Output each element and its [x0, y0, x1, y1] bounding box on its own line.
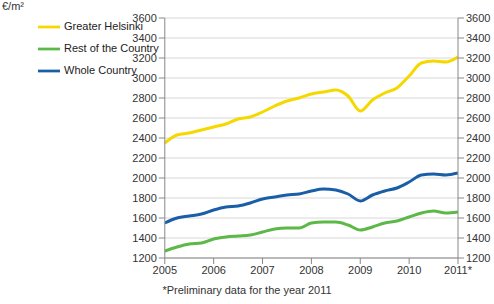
svg-text:2000: 2000 — [466, 172, 486, 184]
svg-text:2400: 2400 — [132, 132, 156, 144]
svg-text:2009: 2009 — [348, 264, 372, 276]
svg-text:2010: 2010 — [397, 264, 421, 276]
svg-text:2400: 2400 — [466, 132, 486, 144]
svg-text:3400: 3400 — [132, 32, 156, 44]
svg-text:1600: 1600 — [466, 212, 486, 224]
svg-text:3000: 3000 — [132, 72, 156, 84]
svg-text:3200: 3200 — [132, 52, 156, 64]
svg-text:1200: 1200 — [466, 252, 486, 264]
svg-text:2008: 2008 — [299, 264, 323, 276]
svg-text:2006: 2006 — [201, 264, 225, 276]
html-text:*Preliminary data for the year: *Preliminary data for the year 2011 — [162, 284, 332, 296]
svg-text:1200: 1200 — [132, 252, 156, 264]
html-text:Whole Country: Whole Country — [64, 63, 137, 76]
svg-text:1400: 1400 — [466, 232, 486, 244]
svg-text:2600: 2600 — [466, 112, 486, 124]
svg-text:1800: 1800 — [466, 192, 486, 204]
svg-text:1400: 1400 — [132, 232, 156, 244]
svg-text:2600: 2600 — [132, 112, 156, 124]
svg-text:2007: 2007 — [250, 264, 274, 276]
svg-text:2200: 2200 — [466, 152, 486, 164]
svg-text:1600: 1600 — [132, 212, 156, 224]
html-text:Greater Helsinki: Greater Helsinki — [64, 19, 143, 32]
html-text:€/m²: €/m² — [2, 0, 24, 12]
html-text:Rest of the Country: Rest of the Country — [64, 41, 159, 54]
svg-text:3000: 3000 — [466, 72, 486, 84]
svg-text:2800: 2800 — [132, 92, 156, 104]
svg-text:2800: 2800 — [466, 92, 486, 104]
svg-text:3600: 3600 — [132, 12, 156, 24]
svg-text:2200: 2200 — [132, 152, 156, 164]
svg-text:2011*: 2011* — [444, 264, 473, 276]
svg-text:3600: 3600 — [466, 12, 486, 24]
svg-text:3400: 3400 — [466, 32, 486, 44]
svg-text:2005: 2005 — [153, 264, 177, 276]
svg-text:3200: 3200 — [466, 52, 486, 64]
svg-text:1800: 1800 — [132, 192, 156, 204]
svg-text:2000: 2000 — [132, 172, 156, 184]
